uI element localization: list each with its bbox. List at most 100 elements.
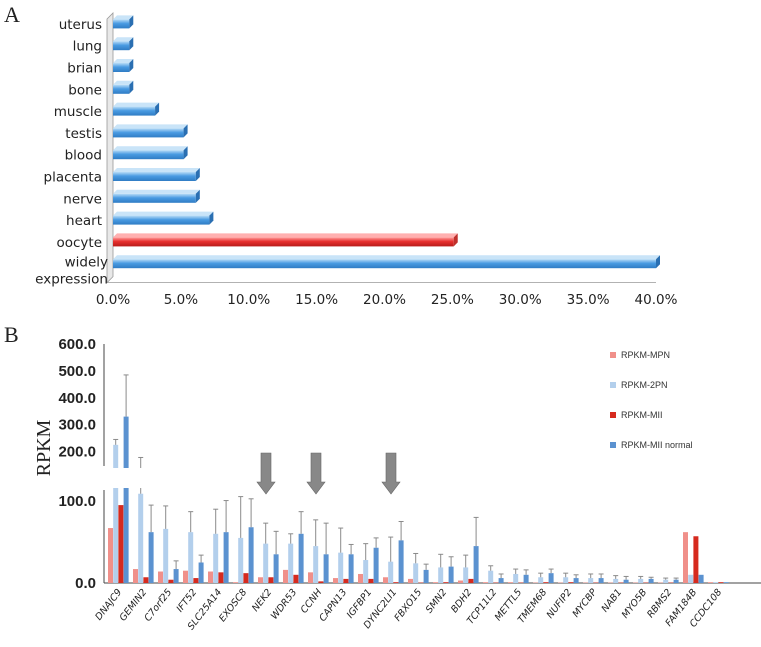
category-label: widely (65, 255, 108, 271)
bar-rpkm-mii (718, 582, 724, 583)
bar-rpkm-mpn (683, 532, 688, 583)
bar-a (113, 172, 196, 181)
bar-a-top (113, 15, 134, 20)
category-label: nerve (63, 191, 102, 207)
x-tick-label: 35.0% (567, 292, 610, 308)
bar-rpkm-mpn (283, 569, 288, 583)
category-label: muscle (54, 104, 102, 120)
x-tick-label: 25.0% (431, 292, 474, 308)
bar-rpkm-mii-normal (448, 566, 454, 583)
bar-rpkm-mpn (233, 582, 238, 583)
bar-a-top (113, 189, 200, 194)
bar-rpkm-mii-normal (698, 574, 704, 583)
y-tick-label: 600.0 (58, 336, 96, 353)
bar-a-top (113, 59, 134, 63)
x-tick-label: MYO5B (620, 587, 650, 620)
bar-rpkm-mii-normal (648, 578, 654, 583)
bar-rpkm-mpn (133, 569, 138, 583)
bar-a (113, 259, 656, 269)
chart-a-x-tick-labels: 0.0% 5.0% 10.0% 15.0% 20.0% 25.0% 30.0% 35.0% 40… (96, 292, 678, 308)
bar-a-top (113, 37, 134, 42)
bar-rpkm-mpn (383, 577, 388, 583)
bar-rpkm-mii-normal (673, 579, 679, 583)
bar-a-top (113, 102, 160, 107)
bar-rpkm-mpn (208, 571, 213, 583)
bar-rpkm-2pn (613, 578, 619, 583)
bar-rpkm-mii-normal (423, 569, 429, 583)
bar-rpkm-mpn (258, 577, 263, 583)
bar-rpkm-2pn (363, 560, 369, 583)
y-tick-label: 500.0 (58, 363, 96, 380)
x-tick-label: 10.0% (227, 292, 270, 308)
bar-rpkm-2pn (563, 577, 569, 583)
bar-a-end (129, 59, 134, 72)
x-tick-label: 40.0% (635, 292, 678, 308)
bar-rpkm-mii (143, 577, 149, 583)
bar-rpkm-2pn (688, 574, 694, 583)
bar-rpkm-mpn (333, 578, 338, 583)
bar-rpkm-mii-normal (398, 540, 404, 583)
bar-rpkm-mii (468, 578, 474, 583)
bar-rpkm-2pn (288, 543, 294, 583)
bar-rpkm-2pn (638, 578, 644, 583)
bar-a-end (183, 124, 188, 138)
bar-rpkm-mii-normal (348, 554, 354, 583)
bar-rpkm-2pn (588, 578, 594, 583)
bar-rpkm-2pn (388, 561, 394, 583)
bar-rpkm-mii-normal (223, 532, 229, 583)
bar-a-end (195, 168, 200, 181)
bar-a-top (113, 233, 458, 238)
bar-rpkm-mii (218, 572, 224, 583)
x-tick-label: CCNH (299, 587, 325, 615)
down-arrow (381, 452, 401, 495)
bar-a-end (209, 211, 214, 225)
legend-swatch (610, 442, 616, 448)
bar-rpkm-2pn (238, 537, 244, 583)
bar-a-end (129, 15, 134, 29)
bar-rpkm-2pn (213, 533, 219, 583)
bar-rpkm-mii-normal (198, 562, 204, 583)
bar-a (113, 19, 130, 29)
bar-rpkm-mpn (408, 578, 413, 583)
y-tick-label: 400.0 (58, 390, 96, 407)
bar-rpkm-mii-normal (548, 573, 554, 583)
bar-a (113, 237, 454, 247)
bar-rpkm-mii (443, 582, 449, 583)
x-tick-label: SMN2 (424, 587, 450, 615)
bar-a-end (195, 189, 200, 203)
bar-rpkm-mii (693, 536, 699, 583)
bar-a (113, 63, 130, 72)
bar-rpkm-2pn (113, 444, 119, 583)
bar-rpkm-mii (318, 581, 324, 583)
bar-a-end (656, 255, 660, 269)
bar-rpkm-mii-normal (173, 569, 179, 583)
bar-rpkm-mii-normal (573, 578, 579, 583)
x-tick-label: BDH2 (449, 587, 474, 615)
bar-rpkm-2pn (313, 546, 319, 583)
y-tick-label: 100.0 (58, 493, 96, 510)
axis-break-gap (100, 468, 760, 488)
legend-swatch (610, 352, 616, 358)
chart-a-side-wall (106, 12, 114, 284)
bar-a (113, 215, 210, 225)
x-tick-label: 15.0% (295, 292, 338, 308)
chart-a-category-labels: uterus lung brian bone muscle testis blood plac… (35, 17, 108, 288)
bar-rpkm-mpn (308, 572, 313, 583)
bar-a-end (129, 80, 134, 94)
bar-rpkm-mii (118, 505, 124, 583)
legend-label: RPKM-MPN (621, 350, 670, 360)
bar-a-top (113, 255, 660, 260)
x-tick-label: IFT52 (175, 587, 200, 614)
bar-rpkm-2pn (163, 528, 169, 583)
bar-rpkm-mii-normal (273, 554, 279, 583)
bar-rpkm-mii (293, 574, 299, 583)
bar-rpkm-2pn (188, 532, 194, 583)
bar-a-top (113, 211, 214, 216)
bar-rpkm-mii (393, 582, 399, 583)
bar-rpkm-mii (193, 578, 199, 583)
bar-a (113, 150, 184, 160)
legend-label: RPKM-MII normal (621, 440, 693, 450)
bar-rpkm-mpn (483, 582, 488, 583)
bar-rpkm-2pn (538, 577, 544, 583)
